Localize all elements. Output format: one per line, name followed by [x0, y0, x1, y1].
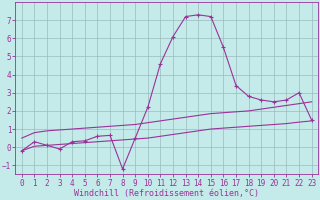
- X-axis label: Windchill (Refroidissement éolien,°C): Windchill (Refroidissement éolien,°C): [74, 189, 259, 198]
